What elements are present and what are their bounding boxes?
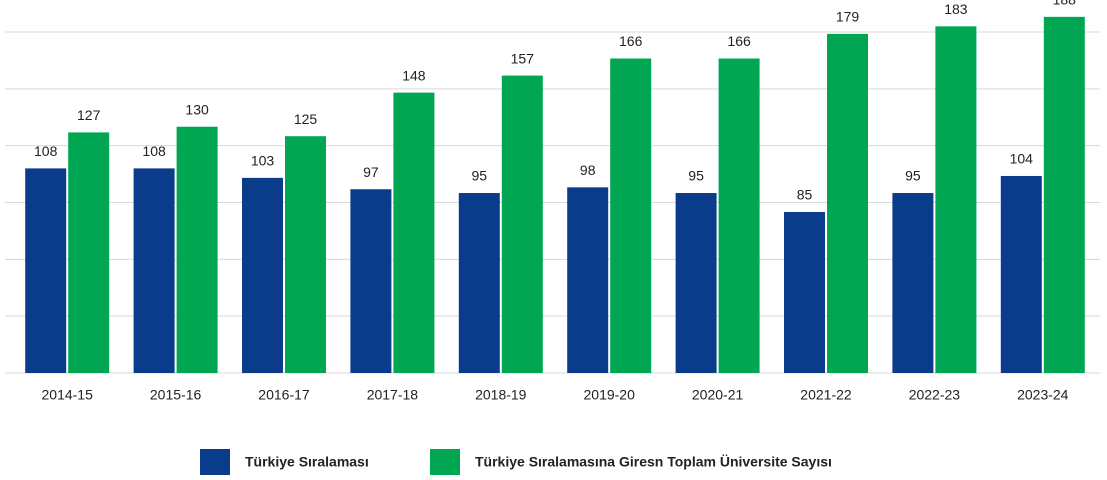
value-label: 148	[402, 67, 426, 83]
bar	[133, 168, 175, 373]
x-tick-label: 2021-22	[800, 387, 852, 403]
value-label: 97	[363, 164, 379, 180]
legend-swatch	[430, 449, 460, 475]
x-tick-label: 2023-24	[1017, 387, 1069, 403]
value-label: 98	[580, 162, 596, 178]
value-label: 108	[34, 143, 58, 159]
bar	[350, 189, 392, 373]
value-label: 125	[294, 111, 318, 127]
value-label: 179	[836, 9, 860, 25]
x-tick-label: 2020-21	[692, 387, 744, 403]
x-tick-label: 2022-23	[909, 387, 961, 403]
value-label: 166	[619, 33, 643, 49]
bar	[176, 126, 218, 373]
value-label: 95	[472, 168, 488, 184]
value-label: 130	[185, 101, 209, 117]
value-label: 166	[727, 33, 751, 49]
value-label: 104	[1010, 151, 1034, 167]
bar	[285, 136, 326, 373]
bar	[1043, 16, 1085, 373]
value-label: 108	[142, 143, 166, 159]
legend-label: Türkiye Sıralamasına Giresn Toplam Ünive…	[475, 454, 832, 470]
bar	[458, 193, 500, 373]
bar	[675, 193, 717, 373]
bar	[1000, 175, 1042, 373]
value-label: 183	[944, 1, 968, 17]
value-label: 85	[797, 187, 813, 203]
bar	[25, 168, 67, 373]
value-label: 95	[905, 168, 921, 184]
legend-swatch	[200, 449, 230, 475]
value-label: 127	[77, 107, 101, 123]
bar	[784, 211, 825, 373]
x-tick-label: 2015-16	[150, 387, 202, 403]
bar	[718, 58, 760, 374]
x-tick-label: 2016-17	[258, 387, 310, 403]
value-label: 157	[511, 50, 535, 66]
bar	[393, 92, 435, 373]
x-tick-label: 2019-20	[584, 387, 636, 403]
value-label: 188	[1053, 0, 1077, 8]
bar	[567, 187, 609, 373]
value-label: 103	[251, 153, 275, 169]
bar	[892, 193, 934, 373]
bar	[610, 58, 652, 374]
legend-label: Türkiye Sıralaması	[245, 454, 369, 470]
bar	[242, 177, 283, 373]
bar	[935, 26, 977, 374]
value-label: 95	[688, 168, 704, 184]
bar	[501, 75, 543, 374]
x-tick-label: 2014-15	[42, 387, 94, 403]
bar	[827, 33, 868, 374]
x-tick-label: 2017-18	[367, 387, 419, 403]
bar	[68, 132, 110, 373]
x-tick-label: 2018-19	[475, 387, 527, 403]
